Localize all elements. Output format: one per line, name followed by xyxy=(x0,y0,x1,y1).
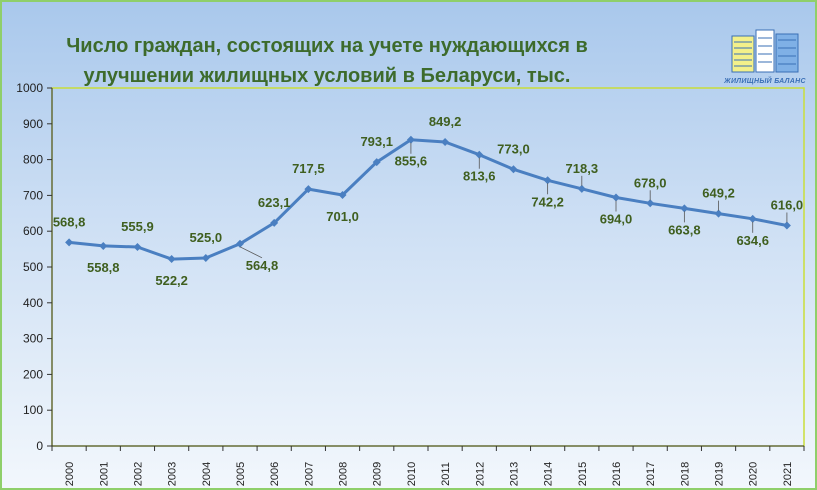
data-label: 773,0 xyxy=(497,141,530,156)
data-point xyxy=(680,204,689,213)
y-tick-label: 1000 xyxy=(16,81,43,95)
data-label: 558,8 xyxy=(87,260,120,275)
data-label: 718,3 xyxy=(566,161,599,176)
data-label: 793,1 xyxy=(360,134,393,149)
data-point xyxy=(65,238,74,247)
x-tick-label: 2021 xyxy=(782,462,794,486)
data-point xyxy=(167,255,176,264)
data-label: 742,2 xyxy=(531,194,564,209)
data-label: 849,2 xyxy=(429,114,462,129)
x-tick-label: 2014 xyxy=(543,462,555,486)
data-point xyxy=(270,218,279,227)
data-label: 634,6 xyxy=(736,233,769,248)
x-tick-label: 2002 xyxy=(132,462,144,486)
y-tick-label: 0 xyxy=(36,439,43,453)
x-tick-label: 2009 xyxy=(372,462,384,486)
y-tick-label: 200 xyxy=(23,367,43,381)
data-point xyxy=(646,199,655,208)
y-tick-label: 100 xyxy=(23,403,43,417)
x-tick-label: 2015 xyxy=(577,462,589,486)
x-tick-label: 2005 xyxy=(235,462,247,486)
x-tick-label: 2016 xyxy=(611,462,623,486)
data-label: 555,9 xyxy=(121,219,154,234)
data-label: 663,8 xyxy=(668,222,701,237)
x-tick-label: 2001 xyxy=(98,462,110,486)
data-label: 616,0 xyxy=(771,197,804,212)
data-point xyxy=(748,214,757,223)
logo: ЖИЛИЩНЫЙ БАЛАНС xyxy=(722,28,808,90)
chart-title-line-1: Число граждан, состоящих на учете нуждаю… xyxy=(66,35,588,57)
data-label: 694,0 xyxy=(600,212,633,227)
y-tick-label: 300 xyxy=(23,332,43,346)
x-tick-label: 2020 xyxy=(748,462,760,486)
y-tick-label: 700 xyxy=(23,188,43,202)
x-tick-label: 2007 xyxy=(303,462,315,486)
data-point xyxy=(475,150,484,159)
y-tick-label: 500 xyxy=(23,260,43,274)
data-point xyxy=(509,165,518,174)
chart-title: Число граждан, состоящих на учете нуждаю… xyxy=(22,31,632,91)
x-tick-label: 2018 xyxy=(679,462,691,486)
chart-title-line-2: улучшении жилищных условий в Беларуси, т… xyxy=(83,65,571,87)
data-point xyxy=(612,193,620,202)
data-label: 564,8 xyxy=(246,258,279,273)
data-label: 522,2 xyxy=(155,273,188,288)
data-label: 701,0 xyxy=(326,209,359,224)
data-point xyxy=(338,191,347,200)
data-label: 568,8 xyxy=(53,214,86,229)
data-label-leader xyxy=(239,246,263,259)
data-point xyxy=(441,137,450,146)
x-tick-label: 2003 xyxy=(167,462,179,486)
data-point xyxy=(577,184,586,193)
x-tick-label: 2004 xyxy=(201,462,213,486)
data-label: 855,6 xyxy=(395,154,428,169)
data-label: 813,6 xyxy=(463,169,496,184)
data-point xyxy=(372,158,381,167)
x-tick-label: 2013 xyxy=(508,462,520,486)
data-label: 649,2 xyxy=(702,186,735,201)
data-point xyxy=(543,176,552,185)
series-line xyxy=(68,138,788,261)
data-point xyxy=(236,239,244,248)
y-tick-label: 800 xyxy=(23,153,43,167)
data-point xyxy=(201,254,210,263)
data-label: 678,0 xyxy=(634,175,667,190)
x-tick-label: 2012 xyxy=(474,462,486,486)
y-tick-label: 400 xyxy=(23,296,43,310)
x-tick-label: 2000 xyxy=(64,462,76,486)
y-tick-label: 900 xyxy=(23,117,43,131)
y-tick-label: 600 xyxy=(23,224,43,238)
data-point xyxy=(304,185,313,194)
data-label: 525,0 xyxy=(190,230,223,245)
logo-text: ЖИЛИЩНЫЙ БАЛАНС xyxy=(724,78,806,85)
x-tick-label: 2006 xyxy=(269,462,281,486)
data-point xyxy=(714,209,723,218)
data-point xyxy=(99,241,108,250)
data-label: 623,1 xyxy=(258,195,291,210)
data-label: 717,5 xyxy=(292,161,325,176)
x-tick-label: 2008 xyxy=(338,462,350,486)
x-tick-label: 2011 xyxy=(440,462,452,486)
data-point xyxy=(406,135,415,144)
x-tick-label: 2010 xyxy=(406,462,418,486)
x-tick-label: 2019 xyxy=(714,462,726,486)
building-logo-icon xyxy=(731,29,799,73)
data-point xyxy=(133,242,142,251)
data-point xyxy=(782,221,791,230)
x-tick-label: 2017 xyxy=(645,462,657,486)
